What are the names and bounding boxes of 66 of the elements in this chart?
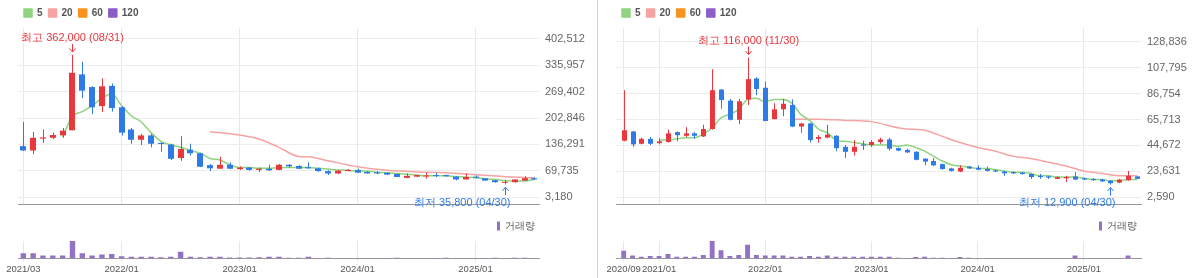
x-tick-label: 2025/01	[458, 262, 493, 274]
legend-label: 5	[635, 6, 641, 18]
annotation: 최저 35,800 (04/30)	[413, 195, 511, 208]
annotation: 최저 12,900 (04/30)	[1018, 196, 1116, 209]
candlestick	[737, 98, 742, 125]
bar	[621, 250, 627, 259]
bar	[709, 241, 715, 259]
bar	[824, 255, 830, 259]
legend-label: 5	[37, 6, 43, 18]
y-tick-label: 402,512	[545, 31, 585, 44]
bar	[762, 255, 768, 259]
x-tick-label: 2024/01	[340, 262, 375, 274]
candlestick	[178, 135, 184, 162]
y-tick-label: 23,631	[1147, 164, 1181, 177]
candlestick	[790, 98, 795, 128]
x-tick-label: 2021/03	[6, 262, 41, 274]
legend-label: 60	[91, 6, 104, 18]
bar	[630, 255, 635, 259]
candlestick	[719, 88, 724, 110]
legend-label: 거래량	[505, 219, 535, 231]
candlestick	[109, 83, 115, 113]
x-tick-label: 2024/01	[960, 262, 995, 274]
bar	[40, 255, 46, 259]
annotation: 최고 362,000 (08/31)	[21, 30, 124, 43]
y-tick-label: 128,836	[1147, 34, 1187, 47]
x-tick-label: 2023/01	[854, 262, 889, 274]
y-tick-label: 86,754	[1147, 86, 1181, 99]
candlestick	[20, 121, 26, 152]
x-tick-label: 2022/01	[748, 262, 783, 274]
y-tick-label: 335,957	[545, 58, 585, 71]
y-tick-label: 69,735	[545, 163, 579, 176]
candlestick	[30, 131, 36, 155]
y-tick-label: 269,402	[545, 84, 585, 97]
legend-label: 20	[61, 6, 74, 18]
y-tick-label: 65,713	[1147, 112, 1181, 125]
bar	[1125, 255, 1131, 259]
candlestick	[622, 89, 627, 142]
bar	[771, 255, 777, 259]
y-tick-label: 107,795	[1147, 60, 1187, 73]
line-series	[209, 131, 536, 179]
y-tick-label: 202,846	[545, 111, 585, 124]
y-tick-label: 136,291	[545, 137, 585, 150]
bar	[745, 244, 751, 259]
x-tick-label: 2020/09	[606, 262, 641, 274]
legend-label: 120	[719, 6, 737, 18]
candlestick	[40, 128, 46, 144]
y-tick-label: 3,180	[545, 190, 573, 203]
x-tick-label: 2022/01	[104, 262, 139, 274]
bar	[89, 255, 95, 259]
legend-label: 거래량	[1107, 219, 1137, 231]
bar	[50, 255, 56, 259]
legend-label: 20	[659, 6, 672, 18]
annotation: 최고 116,000 (11/30)	[697, 33, 800, 46]
legend-label: 60	[689, 6, 702, 18]
candlestick	[99, 77, 105, 113]
legend-label: 120	[121, 6, 139, 18]
candlestick	[79, 61, 85, 99]
candlestick	[158, 141, 164, 153]
candlestick	[746, 57, 751, 106]
x-tick-label: 2021/01	[641, 262, 677, 274]
x-tick-label: 2025/01	[1066, 262, 1102, 274]
x-tick-label: 2023/01	[222, 262, 257, 274]
candlestick	[89, 85, 95, 115]
y-tick-label: 2,590	[1147, 190, 1175, 203]
bar	[30, 253, 36, 259]
y-tick-label: 44,672	[1147, 138, 1181, 151]
